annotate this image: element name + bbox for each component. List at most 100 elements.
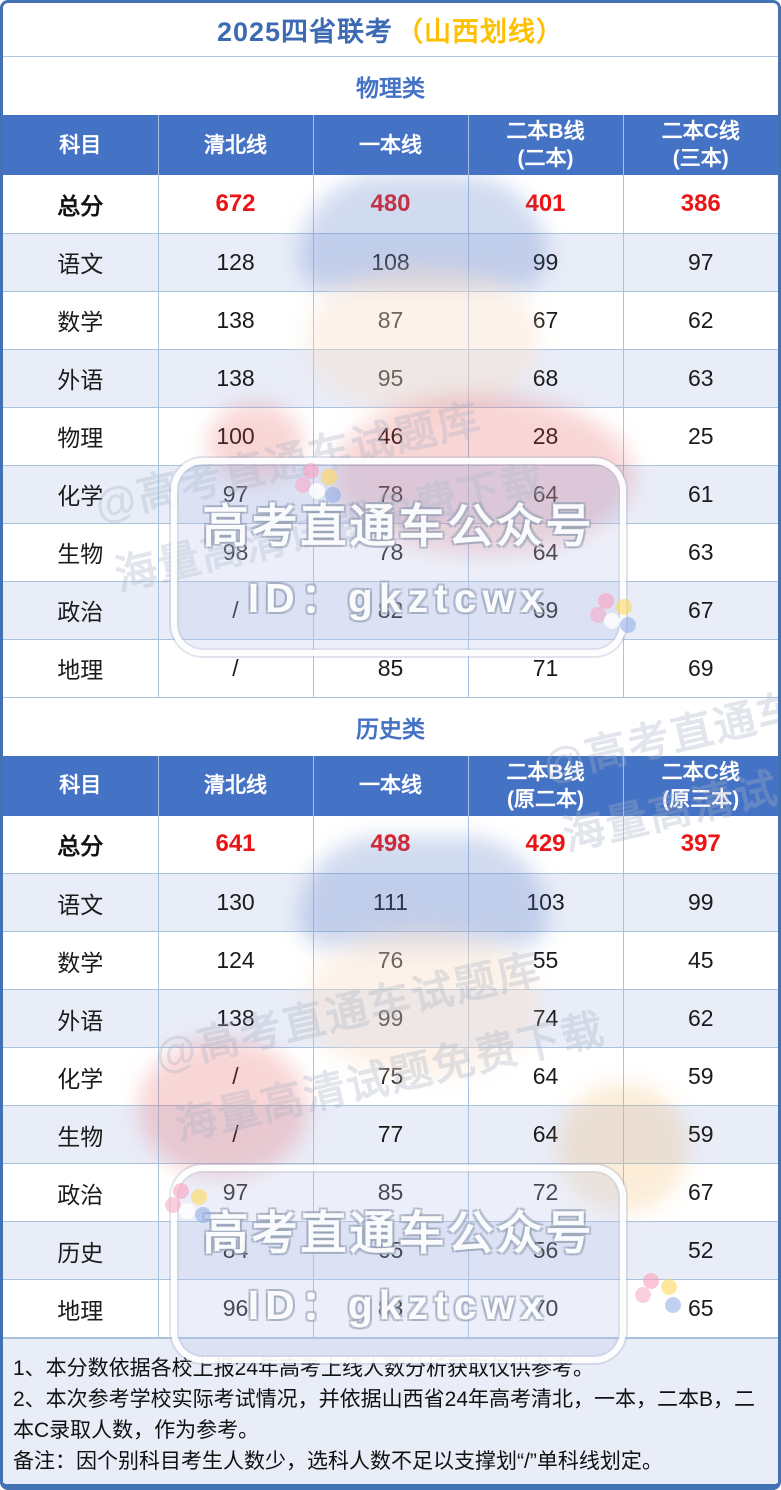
history-header-row: 科目 清北线 一本线 二本B线 (原二本) 二本C线 (原三本) (3, 755, 778, 816)
score-cell: 61 (622, 464, 778, 524)
subject-cell: 化学 (3, 464, 159, 524)
score-cell: 103 (467, 873, 624, 932)
header-line: (三本) (672, 147, 729, 170)
footnotes: 1、本分数依据各校上报24年高考上线人数分析获取仅供参考。 2、本次参考学校实际… (3, 1338, 778, 1484)
table-row: 语文 130 111 103 99 (3, 873, 778, 932)
score-cell: 85 (312, 1163, 469, 1222)
score-cell: 77 (312, 1105, 469, 1164)
subject-cell: 历史 (3, 1221, 159, 1280)
score-cell: 65 (622, 1279, 778, 1338)
score-cell: 397 (622, 815, 778, 874)
score-cell: 59 (622, 1105, 778, 1164)
header-line: 二本C线 (661, 120, 740, 143)
score-cell: 480 (312, 175, 469, 234)
score-cell: 76 (312, 931, 469, 990)
score-cell: 401 (467, 175, 624, 234)
section-title-history: 历史类 (3, 697, 778, 756)
header-line: 一本线 (359, 133, 422, 157)
header-line: (原二本) (507, 787, 584, 811)
header-line: 一本线 (359, 774, 422, 797)
subject-cell: 数学 (3, 290, 159, 350)
score-cell: 78 (312, 464, 469, 524)
score-cell: 138 (157, 290, 314, 350)
score-cell: 128 (157, 232, 314, 292)
score-cell: 95 (312, 348, 469, 408)
header-cell: 一本线 (312, 755, 468, 816)
table-row: 数学 124 76 55 45 (3, 931, 778, 990)
score-cell: 74 (467, 989, 624, 1048)
score-cell: 63 (622, 348, 778, 408)
subject-cell: 外语 (3, 348, 159, 408)
score-cell: 46 (312, 406, 469, 466)
subject-cell: 外语 (3, 989, 159, 1048)
header-cell: 二本B线 (原二本) (467, 755, 623, 816)
table-row: 历史 84 65 56 52 (3, 1221, 778, 1280)
score-cell: 498 (312, 815, 469, 874)
score-cell: 99 (467, 232, 624, 292)
header-line: 二本B线 (506, 760, 585, 784)
score-cell: 45 (622, 931, 778, 990)
table-row: 化学 97 78 64 61 (3, 464, 778, 524)
table-row: 地理/85 71 69 (3, 638, 778, 698)
table-row: 语文 128 108 99 97 (3, 232, 778, 292)
score-cell: 68 (467, 348, 624, 408)
score-cell: 69 (467, 580, 624, 640)
header-cell: 二本C线 (三本) (622, 115, 778, 175)
score-cell: / (157, 1047, 314, 1106)
score-cell: 108 (312, 232, 469, 292)
score-cell: 111 (312, 873, 469, 932)
score-cell: 124 (157, 931, 314, 990)
table-row: 政治/82 69 67 (3, 580, 778, 640)
score-cell: 138 (157, 989, 314, 1048)
score-cell: 97 (157, 464, 314, 524)
subject-cell: 政治 (3, 580, 159, 640)
header-cell: 清北线 (157, 755, 313, 816)
subject-cell: 总分 (3, 815, 159, 874)
note-remark: 备注：因个别科目考生人数少，选科人数不足以支撑划“/”单科线划定。 (13, 1450, 663, 1473)
score-cell: 98 (157, 522, 314, 582)
score-cell: 75 (312, 1047, 469, 1106)
score-cell: 25 (622, 406, 778, 466)
table-row: 数学 138 87 67 62 (3, 290, 778, 350)
table-row: 总分 672 480 401 386 (3, 175, 778, 234)
score-cell: 386 (622, 175, 778, 234)
score-cell: 78 (312, 522, 469, 582)
score-cell: 67 (622, 580, 778, 640)
header-line: 二本C线 (661, 760, 740, 784)
subject-cell: 生物 (3, 522, 159, 582)
score-cell: 87 (312, 290, 469, 350)
table-row: 地理 96 83 70 65 (3, 1279, 778, 1338)
score-cell: 83 (312, 1279, 469, 1338)
score-cell: 84 (157, 1221, 314, 1280)
score-cell: 62 (622, 989, 778, 1048)
table-row: 外语 138 99 74 62 (3, 989, 778, 1048)
score-cell: 67 (467, 290, 624, 350)
score-cell: 65 (312, 1221, 469, 1280)
note-1: 1、本分数依据各校上报24年高考上线人数分析获取仅供参考。 (13, 1357, 595, 1380)
subject-cell: 数学 (3, 931, 159, 990)
table-row: 外语 138 95 68 63 (3, 348, 778, 408)
score-cell: 85 (312, 638, 469, 698)
score-cell: 64 (467, 1105, 624, 1164)
header-cell: 二本C线 (原三本) (622, 755, 778, 816)
section-title-physics: 物理类 (3, 57, 778, 115)
score-cell: 64 (467, 522, 624, 582)
score-cell: 97 (622, 232, 778, 292)
score-cell: 56 (467, 1221, 624, 1280)
header-cell: 科目 (3, 755, 158, 816)
score-cell: 99 (312, 989, 469, 1048)
score-cell: / (157, 1105, 314, 1164)
score-cell: 69 (622, 638, 778, 698)
subject-cell: 政治 (3, 1163, 159, 1222)
score-cell: 71 (467, 638, 624, 698)
subject-cell: 总分 (3, 175, 159, 234)
header-cell: 科目 (3, 115, 158, 175)
physics-table: 科目 清北线 一本线 二本B线 (二本) 二本C线 (三本) 总分 672 480 401 386 语… (3, 115, 778, 698)
score-cell: 130 (157, 873, 314, 932)
subject-cell: 语文 (3, 232, 159, 292)
title-main: 2025四省联考 (216, 17, 394, 47)
header-cell: 二本B线 (二本) (467, 115, 623, 175)
note-2: 2、本次参考学校实际考试情况，并依据山西省24年高考清北，一本，二本B，二本C录… (13, 1388, 756, 1442)
subject-cell: 化学 (3, 1047, 159, 1106)
